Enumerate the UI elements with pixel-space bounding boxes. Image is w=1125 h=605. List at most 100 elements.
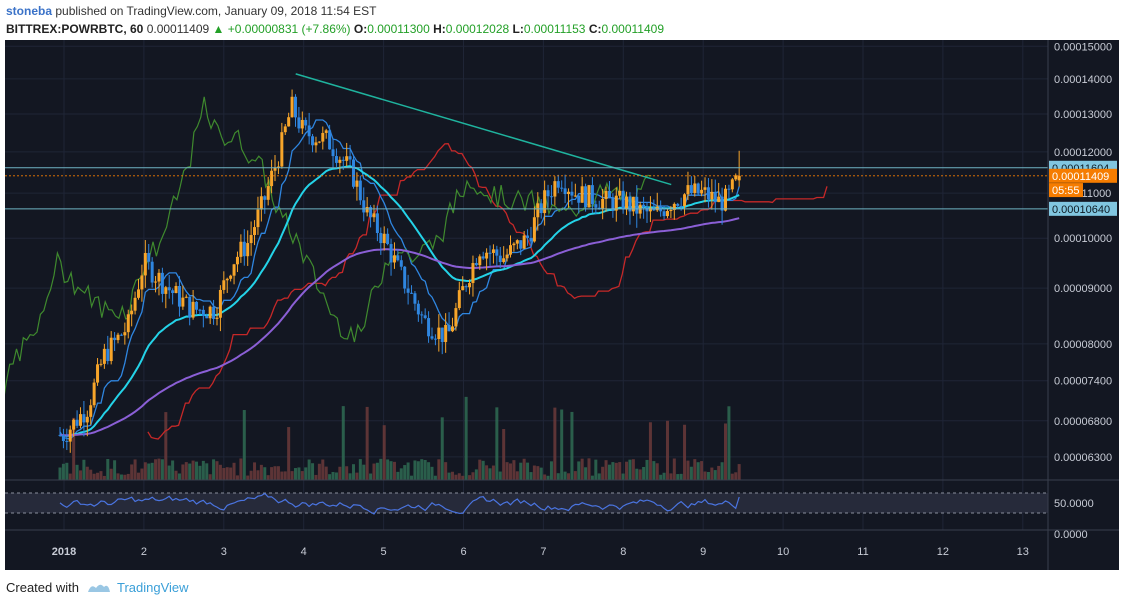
candle-body xyxy=(621,190,625,210)
volume-bar xyxy=(662,472,666,480)
candle-body xyxy=(317,141,321,143)
volume-bar xyxy=(328,474,332,480)
rsi-pane xyxy=(5,479,1119,515)
volume-bar xyxy=(184,462,188,480)
candle-body xyxy=(474,263,478,266)
volume-bar xyxy=(225,467,229,480)
volume-bar xyxy=(321,459,325,480)
volume-bar xyxy=(369,473,373,480)
volume-bar xyxy=(177,473,181,480)
candle-body xyxy=(181,297,185,307)
candle-body xyxy=(311,136,315,146)
time-tick-label: 9 xyxy=(700,546,706,558)
volume-bar xyxy=(679,473,683,480)
candle-body xyxy=(631,196,635,212)
volume-bar xyxy=(512,460,516,480)
volume-bar xyxy=(355,472,359,480)
price-tick-label: 0.00008000 xyxy=(1054,339,1112,351)
price-tick-label: 0.00006800 xyxy=(1054,416,1112,428)
author-link[interactable]: stoneba xyxy=(6,4,53,18)
candle-body xyxy=(157,272,161,282)
volume-bar xyxy=(140,468,144,480)
candle-body xyxy=(382,233,386,244)
candle-body xyxy=(218,289,222,318)
candle-body xyxy=(116,334,120,341)
chart-canvas[interactable]: 0.00015000 0.00014000 0.00013000 0.00012000… xyxy=(0,40,1119,570)
candle-body xyxy=(392,255,396,263)
candle-body xyxy=(730,179,734,190)
candle-body xyxy=(328,130,332,150)
chart-area[interactable]: 0.00015000 0.00014000 0.00013000 0.00012000… xyxy=(0,40,1119,570)
candle-body xyxy=(242,241,246,257)
candle-body xyxy=(229,275,233,279)
tradingview-link[interactable]: TradingView xyxy=(117,580,189,595)
volume-bar xyxy=(618,462,622,480)
candle-body xyxy=(549,196,553,198)
volume-bar xyxy=(382,425,386,480)
volume-bar xyxy=(683,424,687,480)
candle-body xyxy=(58,434,62,436)
candle-body xyxy=(266,186,270,200)
footer: Created with TradingView xyxy=(0,570,1125,605)
volume-bar xyxy=(727,406,731,480)
volume-bar xyxy=(696,462,700,480)
candle-body xyxy=(334,156,338,163)
volume-bar xyxy=(515,471,519,480)
volume-bar xyxy=(266,475,270,480)
volume-bar xyxy=(457,473,461,480)
candle-body xyxy=(427,318,431,337)
candle-body xyxy=(154,281,158,283)
candle-body xyxy=(693,183,697,194)
volume-bar xyxy=(106,458,110,480)
volume-bar xyxy=(99,471,103,480)
volume-bar xyxy=(307,459,311,480)
price-label-box xyxy=(1049,168,1117,183)
volume-bar xyxy=(614,462,618,480)
volume-bar xyxy=(372,463,376,480)
candle-body xyxy=(235,256,239,265)
candle-body xyxy=(321,132,325,142)
price-tick-label: 0.00013000 xyxy=(1054,109,1112,121)
candle-body xyxy=(130,310,134,315)
time-tick-label: 8 xyxy=(620,546,626,558)
volume-bar xyxy=(280,471,284,480)
candle-body xyxy=(430,336,434,339)
annotations xyxy=(5,73,1048,210)
volume-bar xyxy=(229,467,233,480)
publish-line: stoneba published on TradingView.com, Ja… xyxy=(6,4,376,18)
candle-body xyxy=(164,287,168,294)
candle-body xyxy=(232,264,236,276)
candle-body xyxy=(662,211,666,217)
candle-body xyxy=(614,195,618,211)
volume-bar xyxy=(703,471,707,480)
volume-bar xyxy=(553,407,557,480)
candle-body xyxy=(290,96,294,118)
candle-body xyxy=(92,382,96,406)
candle-body xyxy=(676,203,680,206)
volume-bar xyxy=(174,470,178,480)
volume-bar xyxy=(242,410,246,480)
candle-body xyxy=(263,196,267,200)
candle-body xyxy=(106,348,110,362)
volume-bar xyxy=(283,471,287,480)
candle-body xyxy=(454,308,458,327)
candle-body xyxy=(293,96,297,118)
volume-bar xyxy=(85,466,89,480)
price-change: +0.00000831 (+7.86%) xyxy=(227,22,351,36)
candle-body xyxy=(478,256,482,266)
candle-body xyxy=(604,190,608,199)
candle-body xyxy=(700,189,704,194)
price-tick-label: 0.00014000 xyxy=(1054,74,1112,86)
volume-bar xyxy=(642,466,646,480)
time-tick-label: 7 xyxy=(540,546,546,558)
volume-bar xyxy=(597,473,601,480)
volume-bar xyxy=(212,459,216,480)
candle-body xyxy=(543,190,547,214)
time-tick-label: 6 xyxy=(460,546,466,558)
volume-bar xyxy=(570,411,574,480)
candle-body xyxy=(505,254,509,259)
candle-body xyxy=(553,181,557,197)
volume-bar xyxy=(78,470,82,480)
volume-bar xyxy=(532,465,536,480)
candle-body xyxy=(481,256,485,259)
